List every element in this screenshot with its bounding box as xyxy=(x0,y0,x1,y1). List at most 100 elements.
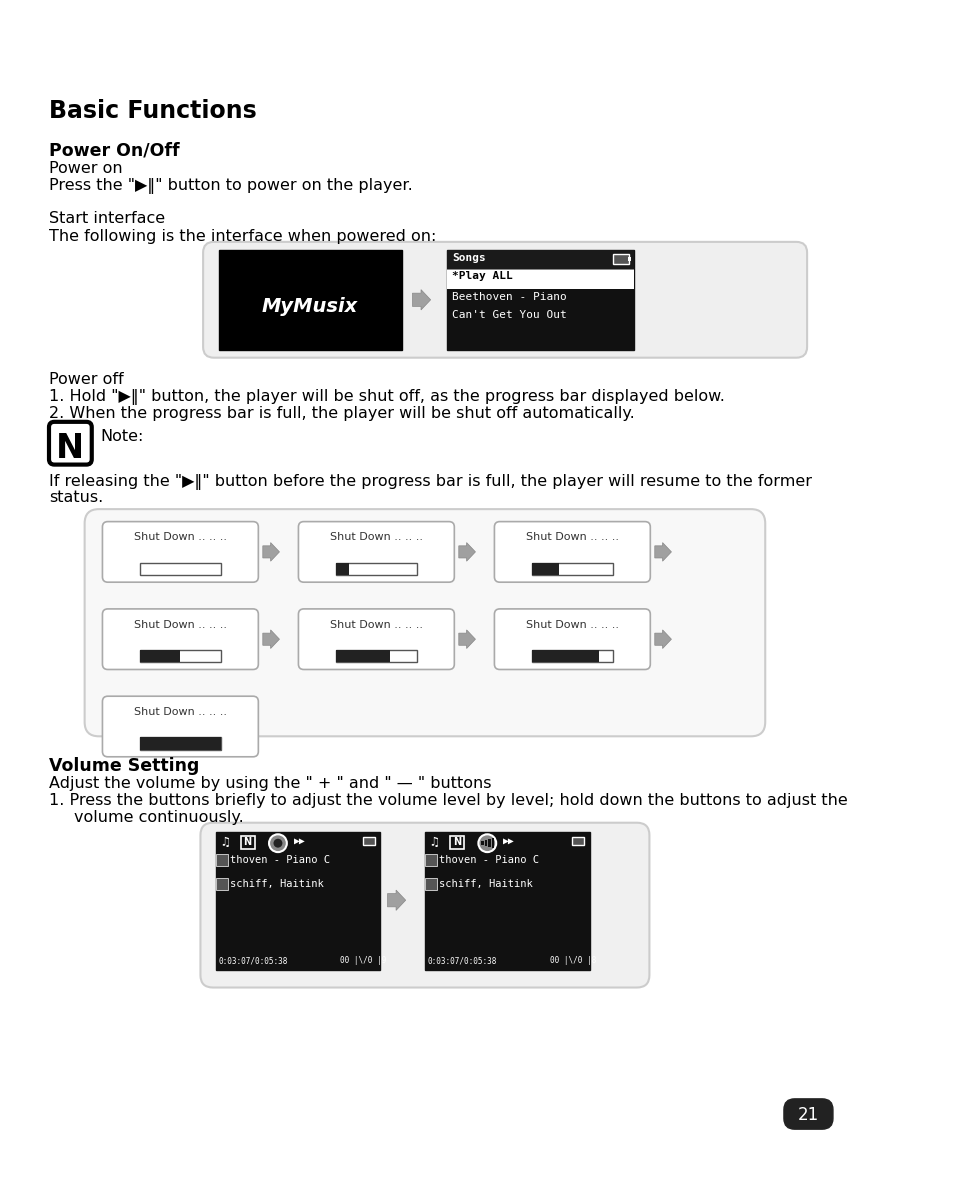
Text: N: N xyxy=(56,432,85,466)
Text: 0:03:07/0:05:38: 0:03:07/0:05:38 xyxy=(218,956,288,965)
FancyBboxPatch shape xyxy=(494,608,650,670)
Bar xyxy=(572,650,585,662)
FancyArrow shape xyxy=(654,630,671,648)
Bar xyxy=(571,836,584,845)
Bar xyxy=(180,737,193,750)
Text: *Play ALL: *Play ALL xyxy=(451,271,512,281)
Circle shape xyxy=(274,839,282,847)
Text: Shut Down .. .. ..: Shut Down .. .. .. xyxy=(525,619,618,630)
Text: 00 |\/0 |8: 00 |\/0 |8 xyxy=(549,956,596,965)
Bar xyxy=(558,650,572,662)
Bar xyxy=(447,250,634,270)
Text: Power On/Off: Power On/Off xyxy=(49,142,179,160)
Bar xyxy=(215,854,228,866)
Bar xyxy=(335,563,416,575)
FancyArrow shape xyxy=(412,289,430,310)
Text: 1. Hold "▶‖" button, the player will be shut off, as the progress bar displayed : 1. Hold "▶‖" button, the player will be … xyxy=(49,389,724,404)
Text: 00 |\/0 |9: 00 |\/0 |9 xyxy=(340,956,386,965)
FancyArrow shape xyxy=(262,542,279,562)
Bar xyxy=(545,650,558,662)
Bar xyxy=(545,563,558,575)
FancyBboxPatch shape xyxy=(85,509,764,737)
Text: 21: 21 xyxy=(797,1106,818,1124)
Text: If releasing the "▶‖" button before the progress bar is full, the player will re: If releasing the "▶‖" button before the … xyxy=(49,474,811,490)
Text: Start interface: Start interface xyxy=(49,211,165,226)
FancyBboxPatch shape xyxy=(102,608,258,670)
FancyBboxPatch shape xyxy=(783,1099,832,1129)
Bar xyxy=(612,254,628,264)
Bar xyxy=(140,737,221,750)
Bar xyxy=(447,250,634,349)
FancyBboxPatch shape xyxy=(494,522,650,582)
Bar xyxy=(491,838,494,847)
Bar xyxy=(531,650,612,662)
Text: MyMusix: MyMusix xyxy=(262,298,357,317)
Circle shape xyxy=(269,834,287,852)
Bar xyxy=(215,832,380,970)
Circle shape xyxy=(477,834,496,852)
Bar xyxy=(335,650,416,662)
Text: 1. Press the buttons briefly to adjust the volume level by level; hold down the : 1. Press the buttons briefly to adjust t… xyxy=(49,793,847,809)
Bar xyxy=(335,563,349,575)
FancyBboxPatch shape xyxy=(102,696,258,757)
Text: status.: status. xyxy=(49,491,103,505)
Text: Shut Down .. .. ..: Shut Down .. .. .. xyxy=(133,533,227,542)
Bar xyxy=(153,737,167,750)
Text: 0:03:07/0:05:38: 0:03:07/0:05:38 xyxy=(427,956,497,965)
FancyBboxPatch shape xyxy=(200,823,649,988)
Bar xyxy=(362,836,375,845)
Text: Note:: Note: xyxy=(101,428,144,444)
Text: Press the "▶‖" button to power on the player.: Press the "▶‖" button to power on the pl… xyxy=(49,178,413,193)
Text: ▶▶: ▶▶ xyxy=(294,836,305,846)
Bar xyxy=(215,878,228,890)
Text: Can't Get You Out: Can't Get You Out xyxy=(451,310,566,319)
FancyArrow shape xyxy=(654,542,671,562)
Text: thoven - Piano C: thoven - Piano C xyxy=(438,854,538,865)
Bar xyxy=(140,650,221,662)
Bar xyxy=(140,563,221,575)
Bar xyxy=(424,854,436,866)
Bar xyxy=(531,650,545,662)
Bar xyxy=(480,840,483,845)
FancyBboxPatch shape xyxy=(298,522,454,582)
FancyArrow shape xyxy=(458,542,475,562)
Text: The following is the interface when powered on:: The following is the interface when powe… xyxy=(49,228,436,244)
FancyBboxPatch shape xyxy=(203,242,806,358)
Text: schiff, Haitink: schiff, Haitink xyxy=(438,878,533,889)
Bar xyxy=(140,737,153,750)
FancyBboxPatch shape xyxy=(49,422,91,464)
Text: Shut Down .. .. ..: Shut Down .. .. .. xyxy=(330,619,422,630)
Text: Basic Functions: Basic Functions xyxy=(49,100,256,124)
Text: Volume Setting: Volume Setting xyxy=(49,757,199,775)
Text: Shut Down .. .. ..: Shut Down .. .. .. xyxy=(525,533,618,542)
Bar xyxy=(424,832,589,970)
Bar xyxy=(627,257,630,262)
Bar xyxy=(140,650,153,662)
FancyArrow shape xyxy=(262,630,279,648)
Text: ▶▶: ▶▶ xyxy=(503,836,515,846)
Bar xyxy=(167,650,180,662)
Text: ♫: ♫ xyxy=(430,836,437,850)
FancyArrow shape xyxy=(387,890,405,911)
Bar xyxy=(531,563,545,575)
Bar xyxy=(376,650,390,662)
Text: thoven - Piano C: thoven - Piano C xyxy=(230,854,330,865)
FancyBboxPatch shape xyxy=(102,522,258,582)
FancyArrow shape xyxy=(458,630,475,648)
Text: N: N xyxy=(453,836,460,847)
Text: volume continuously.: volume continuously. xyxy=(74,810,243,826)
Bar xyxy=(484,840,487,846)
Text: Shut Down .. .. ..: Shut Down .. .. .. xyxy=(330,533,422,542)
Bar xyxy=(219,250,401,349)
Text: 2. When the progress bar is full, the player will be shut off automatically.: 2. When the progress bar is full, the pl… xyxy=(49,406,634,421)
Bar xyxy=(349,650,362,662)
Text: ♫: ♫ xyxy=(221,836,228,850)
Bar xyxy=(362,650,376,662)
FancyBboxPatch shape xyxy=(298,608,454,670)
Text: Shut Down .. .. ..: Shut Down .. .. .. xyxy=(133,619,227,630)
Bar xyxy=(167,737,180,750)
Bar xyxy=(488,839,491,847)
Bar xyxy=(153,650,167,662)
Bar xyxy=(447,270,634,289)
Text: Beethoven - Piano: Beethoven - Piano xyxy=(451,292,566,301)
